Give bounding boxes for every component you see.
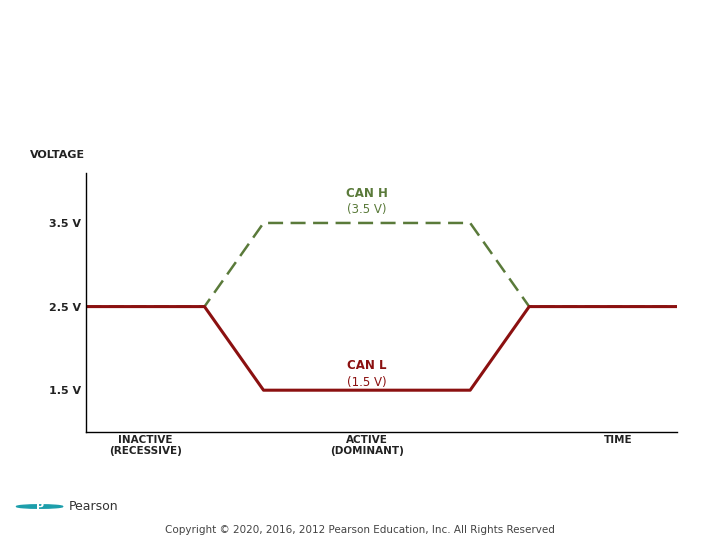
Text: INACTIVE
(RECESSIVE): INACTIVE (RECESSIVE): [109, 435, 182, 456]
Text: CAN H: CAN H: [346, 186, 388, 200]
Text: TIME: TIME: [603, 435, 632, 445]
Circle shape: [17, 505, 63, 508]
Text: (1.5 V): (1.5 V): [347, 375, 387, 388]
Text: Copyright © 2020, 2016, 2012 Pearson Education, Inc. All Rights Reserved: Copyright © 2020, 2016, 2012 Pearson Edu…: [165, 525, 555, 535]
Text: P: P: [35, 502, 44, 511]
Text: ACTIVE
(DOMINANT): ACTIVE (DOMINANT): [330, 435, 404, 456]
Text: CAN L: CAN L: [347, 359, 387, 372]
Text: Pearson: Pearson: [68, 500, 118, 513]
Text: VOLTAGE: VOLTAGE: [30, 150, 86, 160]
Text: Figure 49.19 CAN uses a differential type of module communication.
When no commu: Figure 49.19 CAN uses a differential typ…: [13, 6, 559, 77]
Text: (3.5 V): (3.5 V): [347, 203, 387, 217]
